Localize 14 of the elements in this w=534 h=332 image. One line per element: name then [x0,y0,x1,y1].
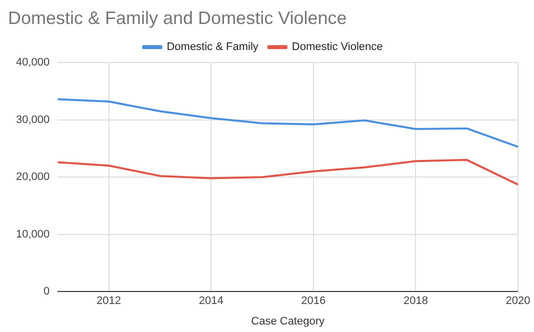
y-tick-label: 10,000 [16,228,50,240]
y-tick-label: 30,000 [16,114,50,126]
x-axis-title: Case Category [251,315,326,328]
y-tick-label: 0 [44,286,50,298]
legend-label: Domestic Violence [292,41,383,54]
x-tick-label: 2018 [403,295,428,308]
x-tick-label: 2016 [301,295,326,308]
x-tick-label: 2020 [506,295,530,308]
y-tick-label: 40,000 [16,56,50,69]
x-tick-label: 2014 [198,295,224,308]
chart-title: Domestic & Family and Domestic Violence [8,8,347,28]
y-tick-label: 20,000 [16,171,50,184]
x-tick-label: 2012 [96,295,122,308]
legend-label: Domestic & Family [166,41,259,54]
